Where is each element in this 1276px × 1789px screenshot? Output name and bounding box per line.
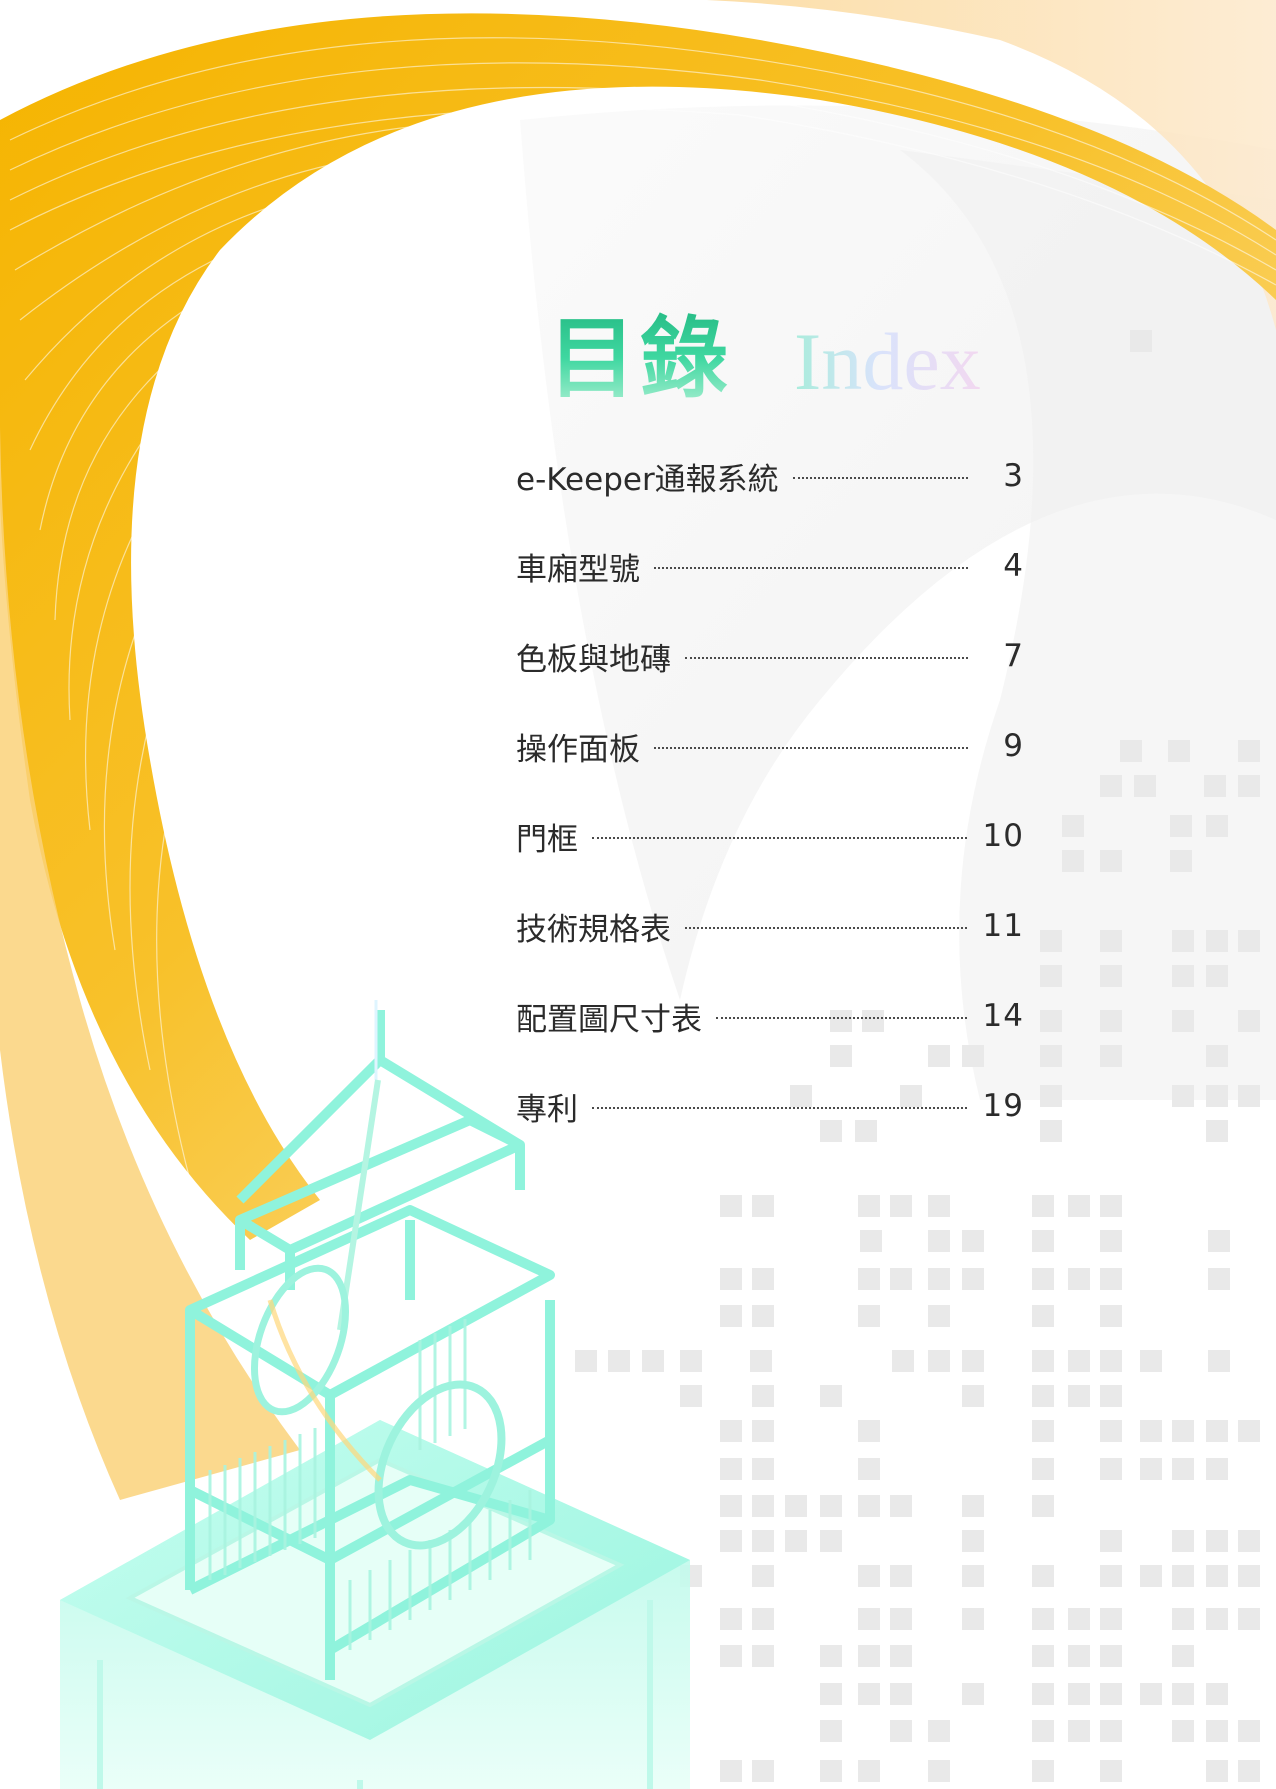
page-title: 目錄 Index — [548, 288, 981, 410]
peach-band-shape — [560, 0, 1276, 330]
dot-leader — [592, 837, 967, 839]
pixel-grid — [575, 330, 1260, 1782]
toc-page-number: 19 — [982, 1088, 1024, 1124]
toc-label: 專利 — [516, 1091, 578, 1128]
dot-leader — [654, 747, 968, 749]
toc-page-number: 7 — [1003, 638, 1024, 674]
toc-page-number: 4 — [1003, 548, 1024, 584]
elevator-illustration — [60, 1000, 690, 1789]
gold-swirl-shape — [0, 13, 1276, 1240]
toc-entry-control-panel[interactable]: 操作面板 9 — [516, 720, 1024, 772]
toc-label: 門框 — [516, 821, 578, 858]
toc-page-number: 14 — [982, 998, 1024, 1034]
toc-page-number: 10 — [982, 818, 1024, 854]
toc-entry-e-keeper[interactable]: e-Keeper通報系統 3 — [516, 450, 1024, 502]
toc-entry-specifications[interactable]: 技術規格表 11 — [516, 900, 1024, 952]
toc-entry-layout-dimensions[interactable]: 配置圖尺寸表 14 — [516, 990, 1024, 1042]
table-of-contents: e-Keeper通報系統 3 車廂型號 4 色板與地磚 7 操作面板 9 門框 … — [516, 450, 1024, 1170]
gold-swirl-lower-shape — [0, 350, 300, 1500]
dot-leader — [685, 657, 968, 659]
title-english: Index — [794, 316, 981, 407]
toc-entry-colors-tiles[interactable]: 色板與地磚 7 — [516, 630, 1024, 682]
title-chinese: 目錄 — [548, 288, 732, 415]
dot-leader — [792, 477, 968, 479]
swirl-lines — [9, 37, 1276, 1181]
toc-label: 配置圖尺寸表 — [516, 1001, 702, 1038]
toc-label: 操作面板 — [516, 731, 640, 768]
toc-page-number: 11 — [982, 908, 1024, 944]
toc-page-number: 3 — [1003, 458, 1024, 494]
toc-label: 色板與地磚 — [516, 641, 671, 678]
toc-label: 技術規格表 — [516, 911, 671, 948]
toc-entry-car-models[interactable]: 車廂型號 4 — [516, 540, 1024, 592]
toc-label: e-Keeper通報系統 — [516, 461, 779, 498]
dot-leader — [592, 1107, 967, 1109]
dot-leader — [685, 927, 967, 929]
toc-label: 車廂型號 — [516, 551, 640, 588]
toc-page-number: 9 — [1003, 728, 1024, 764]
toc-entry-door-frame[interactable]: 門框 10 — [516, 810, 1024, 862]
toc-entry-patents[interactable]: 專利 19 — [516, 1080, 1024, 1132]
dot-leader — [654, 567, 968, 569]
dot-leader — [716, 1017, 967, 1019]
